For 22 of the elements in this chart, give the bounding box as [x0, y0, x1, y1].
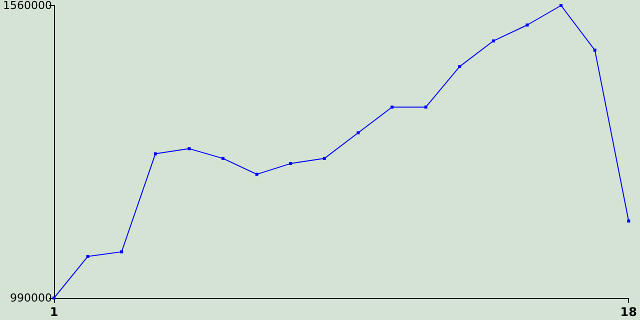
x-tick-label: 1 — [50, 305, 58, 319]
point — [154, 152, 157, 156]
point — [322, 156, 326, 160]
point — [188, 147, 191, 150]
point — [424, 106, 428, 109]
point — [120, 250, 124, 254]
point — [289, 162, 292, 166]
point — [390, 106, 394, 109]
point — [627, 220, 630, 223]
point — [458, 65, 462, 68]
point — [222, 156, 225, 160]
point — [255, 172, 258, 176]
x-tick-label: 18 — [620, 305, 637, 319]
line-series — [52, 4, 630, 300]
y-tick-label: 990000 — [10, 292, 52, 304]
point — [560, 4, 563, 7]
point — [356, 131, 360, 134]
point — [86, 254, 90, 258]
y-tick-label: 1560000 — [2, 0, 52, 12]
point — [593, 48, 596, 52]
point — [492, 39, 495, 42]
point — [526, 24, 529, 26]
